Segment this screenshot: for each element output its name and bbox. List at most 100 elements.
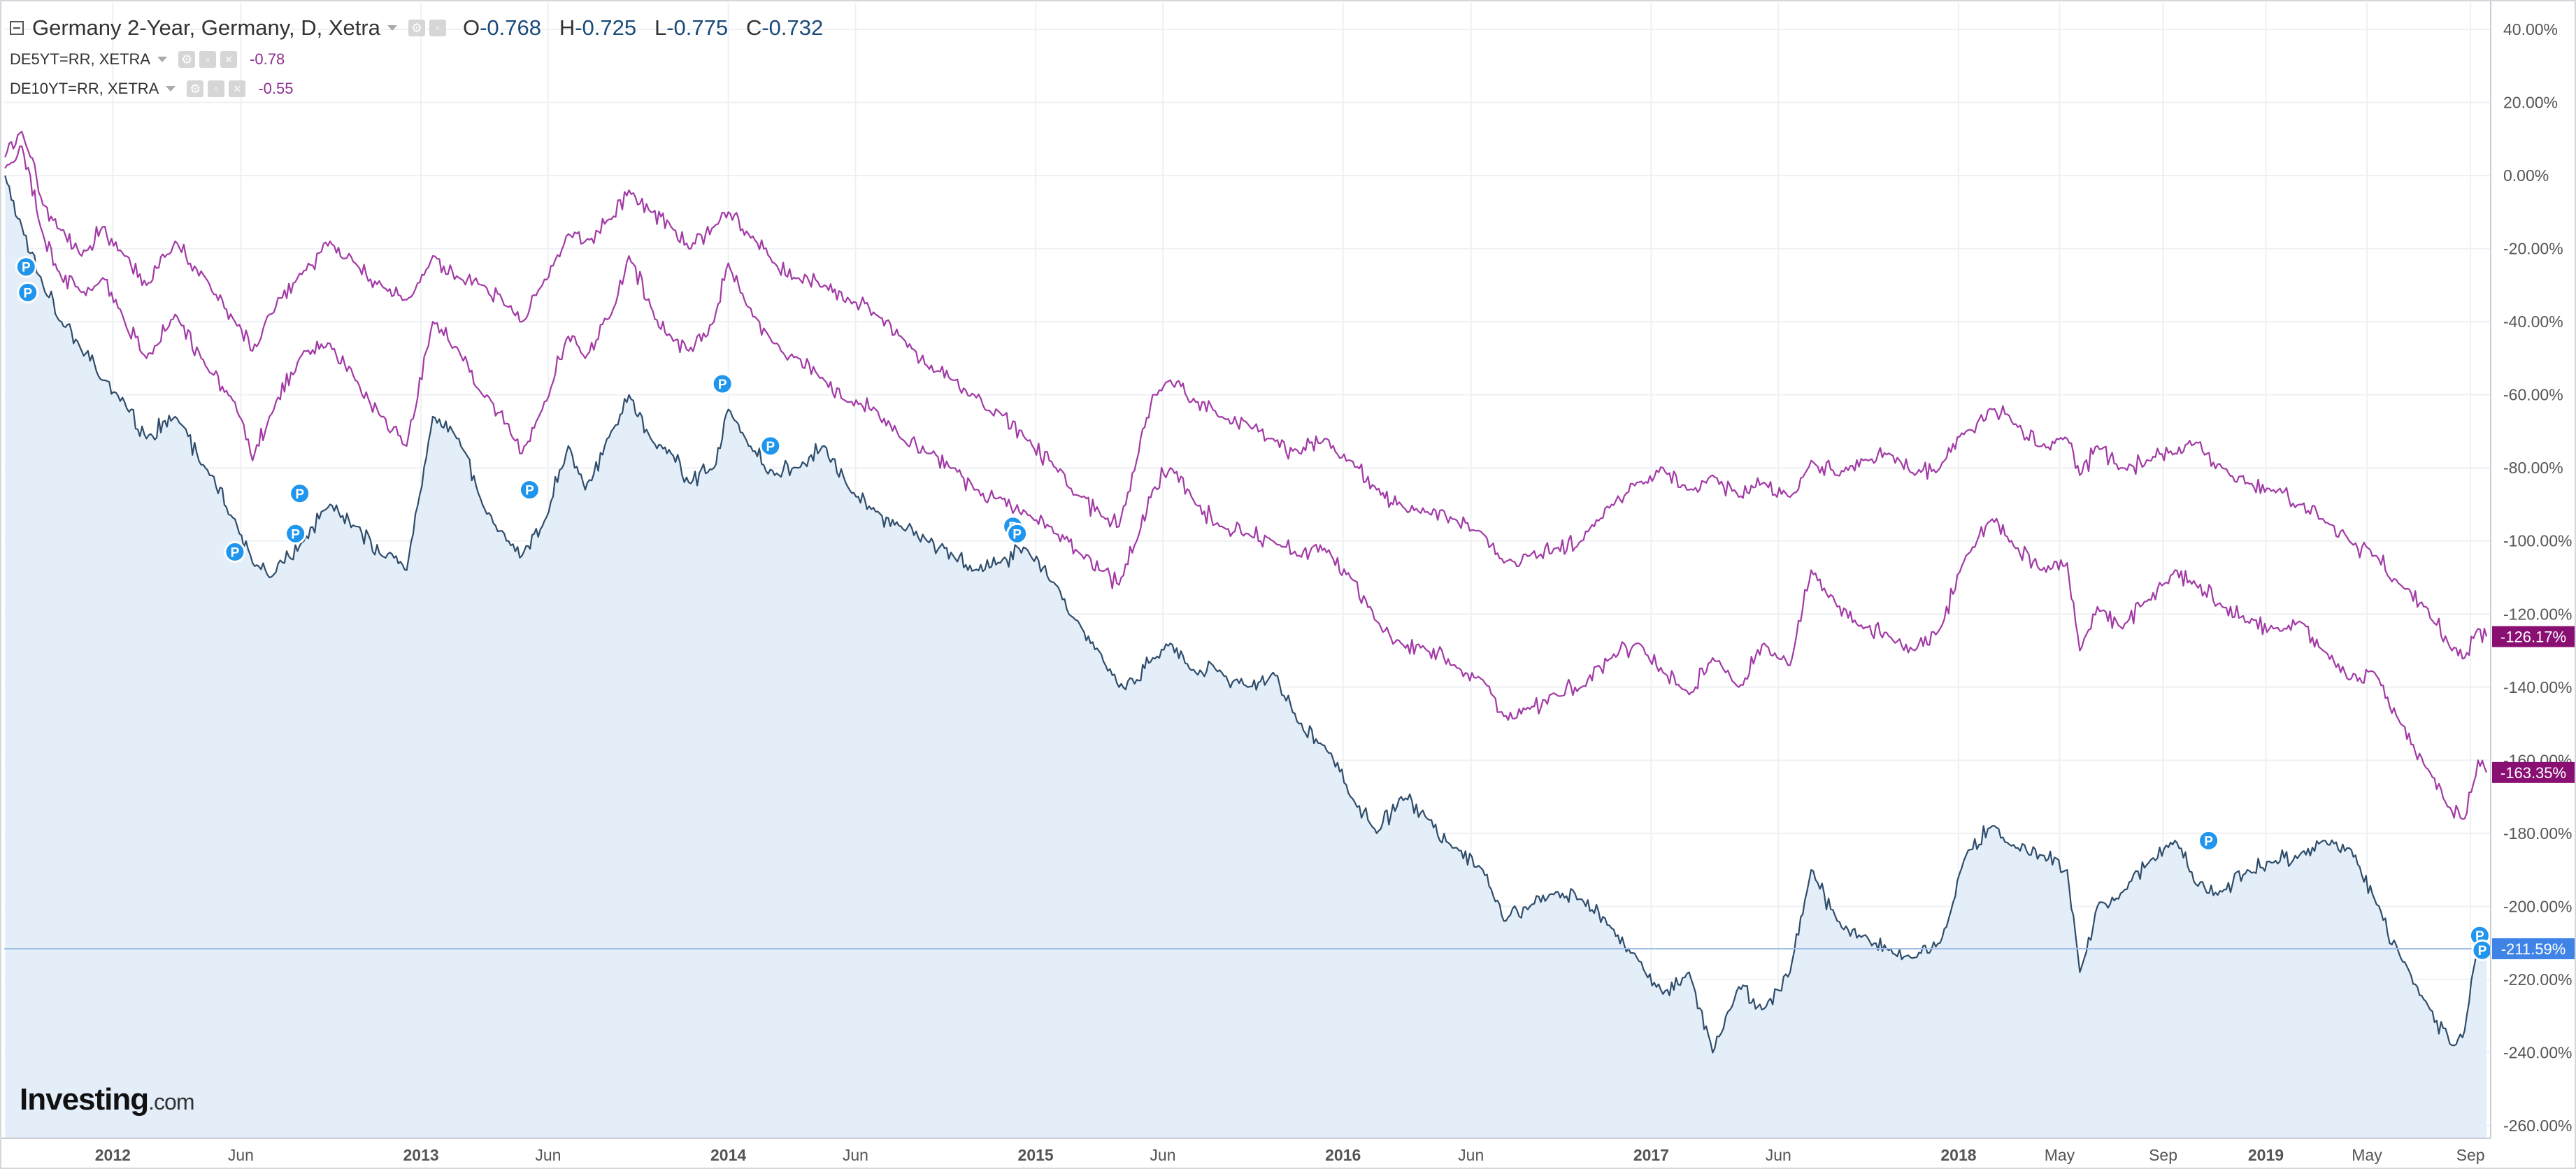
x-tick-label: Sep: [2456, 1146, 2485, 1164]
x-tick-label: May: [2352, 1146, 2382, 1164]
marker-p: P: [518, 479, 541, 501]
marker-label: P: [2204, 834, 2213, 849]
eye-icon[interactable]: ◦: [208, 80, 225, 97]
de5y-title: DE5YT=RR, XETRA: [10, 50, 151, 68]
y-tick-label: -180.00%: [2503, 824, 2572, 842]
chevron-down-icon[interactable]: [157, 57, 168, 62]
y-tick-label: 0.00%: [2503, 166, 2549, 185]
last-value-badges: -126.17% -163.35% -211.59%: [2492, 626, 2575, 959]
investing-logo: Investing.com: [20, 1082, 195, 1117]
y-tick-label: -100.00%: [2503, 532, 2572, 550]
x-tick-label: 2017: [1633, 1146, 1669, 1164]
eye-icon[interactable]: ◦: [199, 51, 217, 68]
y-tick-label: -40.00%: [2503, 313, 2563, 331]
x-tick-label: 2019: [2248, 1146, 2284, 1164]
ohlc-high-label: H: [559, 15, 575, 40]
y-tick-label: -240.00%: [2503, 1043, 2572, 1061]
logo-text: Investing: [20, 1082, 149, 1117]
ohlc-readout: O-0.768 H-0.725 L-0.775 C-0.732: [463, 15, 823, 41]
ohlc-low-value: -0.775: [666, 15, 729, 40]
badge-label: -163.35%: [2500, 764, 2566, 782]
marker-p: P: [17, 281, 39, 303]
x-tick-label: Jun: [1458, 1146, 1484, 1164]
marker-circle: [1006, 522, 1029, 545]
marker-label: P: [231, 545, 240, 560]
x-tick-label: 2015: [1018, 1146, 1054, 1164]
marker-label: P: [525, 484, 534, 499]
marker-p: P: [224, 540, 246, 563]
marker-circle: [224, 540, 246, 563]
chevron-down-icon[interactable]: [166, 86, 176, 92]
line-series-0: [4, 131, 2488, 660]
y-tick-label: -120.00%: [2503, 605, 2572, 623]
y-tick-label: -80.00%: [2503, 459, 2563, 477]
close-icon[interactable]: ×: [229, 80, 246, 97]
y-tick-label: -20.00%: [2503, 240, 2563, 258]
marker-p: P: [1006, 522, 1029, 545]
marker-label: P: [1012, 527, 1022, 542]
last-value-badge-2: -211.59%: [2492, 938, 2575, 959]
ohlc-open-value: -0.768: [480, 15, 541, 40]
marker-circle: [289, 482, 311, 505]
marker-circle: [711, 373, 734, 395]
settings-icon[interactable]: ⚙: [178, 51, 196, 68]
x-tick-label: Jun: [1766, 1146, 1791, 1164]
marker-label: P: [718, 378, 727, 392]
logo-suffix: .com: [148, 1089, 194, 1114]
y-tick-label: -220.00%: [2503, 970, 2572, 989]
badge-box: [2492, 626, 2575, 647]
line-series-1: [4, 145, 2488, 820]
settings-icon[interactable]: ⚙: [408, 20, 425, 36]
de5y-value: -0.78: [250, 50, 285, 68]
y-tick-label: 40.00%: [2503, 20, 2558, 38]
marker-label: P: [2478, 944, 2487, 959]
settings-icon[interactable]: ⚙: [187, 80, 204, 97]
ohlc-close-label: C: [745, 15, 762, 40]
marker-circle: [15, 256, 37, 278]
marker-label: P: [766, 440, 775, 454]
de10y-title: DE10YT=RR, XETRA: [10, 80, 159, 97]
x-tick-label: Jun: [535, 1146, 561, 1164]
badge-label: -126.17%: [2500, 629, 2566, 646]
marker-label: P: [295, 487, 304, 502]
marker-p: P: [15, 256, 37, 278]
marker-label: P: [22, 261, 31, 275]
ohlc-high-value: -0.725: [575, 15, 637, 40]
y-tick-label: -140.00%: [2503, 678, 2572, 696]
legend-de10y: DE10YT=RR, XETRA ⚙ ◦ × -0.55: [10, 80, 294, 98]
marker-p: P: [285, 522, 307, 545]
marker-circle: [2471, 939, 2493, 961]
marker-label: P: [291, 527, 300, 542]
y-tick-label: -200.00%: [2503, 897, 2572, 915]
ohlc-low-label: L: [654, 15, 667, 40]
ohlc-open-label: O: [462, 15, 480, 40]
marker-p: P: [759, 435, 782, 457]
collapse-icon[interactable]: [10, 21, 24, 35]
badge-box: [2492, 761, 2575, 783]
de10y-value: -0.55: [258, 80, 294, 97]
close-icon[interactable]: ×: [220, 51, 238, 68]
line-series-2: [4, 175, 2487, 1054]
area-series-2: [5, 175, 2487, 1139]
marker-circle: [2198, 829, 2220, 852]
marker-p: P: [289, 482, 311, 505]
x-tick-label: 2013: [403, 1146, 438, 1164]
x-tick-label: 2012: [95, 1146, 131, 1164]
x-tick-label: Sep: [2149, 1146, 2177, 1164]
badge-box: [2492, 938, 2575, 959]
y-tick-label: 20.00%: [2503, 94, 2558, 112]
area-fill: [5, 175, 2487, 1139]
marker-circle: [759, 435, 782, 457]
marker-circle: [285, 522, 307, 545]
series-lines: [4, 131, 2488, 1054]
chevron-down-icon[interactable]: [387, 25, 397, 31]
main-series-title: Germany 2-Year, Germany, D, Xetra: [32, 15, 380, 40]
marker-p: P: [2471, 939, 2493, 961]
eye-icon[interactable]: ◦: [429, 20, 446, 36]
marker-p: P: [711, 373, 734, 395]
x-tick-label: 2018: [1940, 1146, 1976, 1164]
